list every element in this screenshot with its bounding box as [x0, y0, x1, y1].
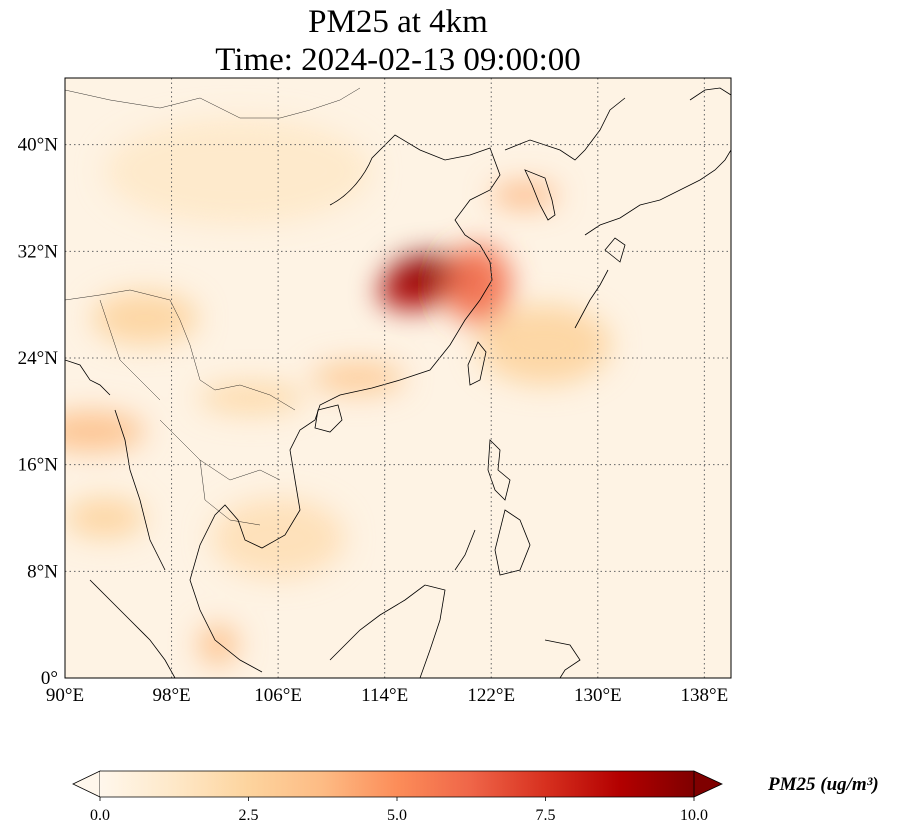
hainan-coastline [314, 404, 343, 433]
northern-border [65, 87, 361, 119]
colorbar: 0.0 2.5 5.0 7.5 10.0 [72, 770, 723, 824]
hokkaido-coastline [689, 87, 731, 101]
mainland-coastline [189, 134, 501, 673]
latitude-tick-label: 40°N [18, 135, 59, 156]
longitude-tick-label: 106°E [254, 685, 302, 706]
bay-of-bengal-coastline [65, 359, 166, 571]
map-title-line-1: PM25 at 4km [308, 4, 488, 40]
pm25-plume [198, 624, 239, 665]
latitude-tick-label: 16°N [18, 455, 59, 476]
pm25-plume [444, 244, 512, 325]
colorbar-tick-label: 5.0 [387, 807, 407, 824]
latitude-tick-label: 8°N [27, 561, 58, 582]
sumatra-coastline [89, 579, 176, 678]
pm25-plume [104, 118, 372, 225]
pm25-field [65, 78, 731, 678]
longitude-tick-label: 114°E [361, 685, 408, 706]
colorbar-tick-label: 0.0 [90, 807, 110, 824]
longitude-tick-label: 98°E [152, 685, 190, 706]
indochina-border [159, 419, 281, 526]
pm25-plume [491, 183, 558, 208]
longitude-tick-labels: 90°E 98°E 106°E 114°E 122°E 130°E 138°E [46, 685, 728, 706]
colorbar-tick-label: 10.0 [680, 807, 708, 824]
colorbar-tick-label: 2.5 [239, 807, 259, 824]
pm25-plume [65, 411, 145, 452]
sulawesi-coastline [544, 639, 581, 678]
pm25-plume [65, 498, 145, 538]
colorbar-high-extend [693, 770, 723, 798]
colorbar-ticks: 0.0 2.5 5.0 7.5 10.0 [90, 797, 708, 824]
longitude-tick-label: 138°E [681, 685, 729, 706]
coastlines [65, 87, 731, 678]
taiwan-coastline [467, 341, 487, 386]
latitude-tick-label: 24°N [18, 348, 59, 369]
gridlines [65, 78, 731, 678]
myanmar-border [99, 299, 161, 401]
colorbar-gradient [100, 771, 694, 797]
pm25-plume [378, 272, 445, 311]
colorbar-tick-label: 7.5 [536, 807, 556, 824]
map-title-line-2: Time: 2024-02-13 09:00:00 [215, 42, 581, 78]
japan-coastline [574, 149, 731, 329]
borneo-coastline [329, 584, 446, 678]
pm25-plume [311, 362, 405, 394]
latitude-tick-label: 0° [41, 668, 58, 689]
korea-coastline [524, 169, 556, 221]
latitude-tick-labels: 0° 8°N 16°N 24°N 32°N 40°N [18, 135, 59, 689]
korea-north-coastline [504, 97, 626, 161]
colorbar-label: PM25 (ug/m³) [768, 774, 879, 795]
latitude-tick-label: 32°N [18, 241, 59, 262]
longitude-tick-label: 122°E [467, 685, 515, 706]
philippines-coastline [454, 439, 531, 576]
longitude-tick-label: 130°E [574, 685, 622, 706]
country-borders [65, 87, 361, 526]
map-frame [64, 77, 732, 679]
pm25-plume [198, 382, 305, 414]
southwest-border [65, 289, 296, 411]
pm25-plume [477, 304, 612, 385]
longitude-tick-label: 90°E [46, 685, 84, 706]
pm25-plume [91, 291, 199, 345]
colorbar-low-extend [72, 770, 101, 798]
